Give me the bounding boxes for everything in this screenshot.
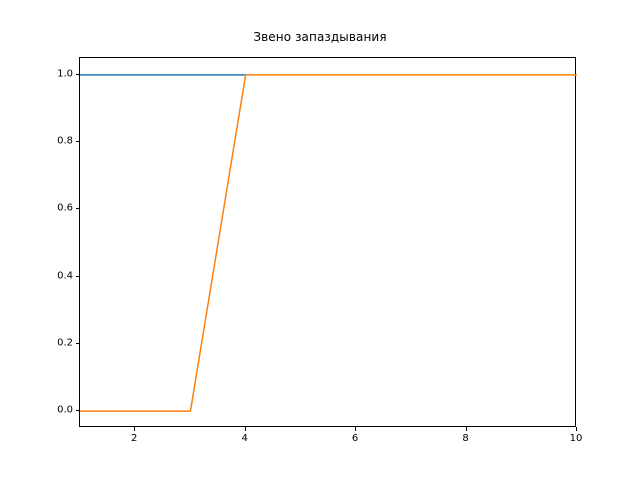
plot-axes — [79, 57, 577, 427]
x-tick-mark — [244, 427, 246, 431]
x-tick-label: 4 — [241, 433, 248, 444]
x-tick-mark — [134, 427, 136, 431]
series-line-output — [80, 74, 577, 412]
y-tick-mark — [75, 342, 79, 344]
x-tick-mark — [576, 427, 577, 431]
y-tick-label: 1.0 — [57, 68, 73, 80]
y-tick-label: 0.0 — [57, 404, 73, 416]
y-tick-mark — [75, 141, 79, 142]
y-tick-label: 0.2 — [57, 337, 73, 349]
x-tick-mark — [465, 427, 467, 431]
x-tick-label: 10 — [569, 433, 583, 444]
x-tick-mark — [355, 427, 356, 431]
y-tick-mark — [75, 208, 79, 210]
chart-title: Звено запаздывания — [253, 30, 387, 44]
y-tick-mark — [75, 410, 79, 411]
x-tick-label: 6 — [351, 433, 359, 444]
plot-lines — [80, 74, 577, 412]
y-tick-mark — [75, 73, 79, 75]
y-tick-label: 0.6 — [57, 202, 73, 214]
y-tick-label: 0.8 — [57, 135, 73, 147]
y-tick-label: 0.4 — [57, 270, 73, 282]
x-tick-label: 2 — [131, 433, 138, 444]
y-tick-mark — [75, 275, 79, 277]
x-tick-label: 8 — [462, 433, 469, 444]
